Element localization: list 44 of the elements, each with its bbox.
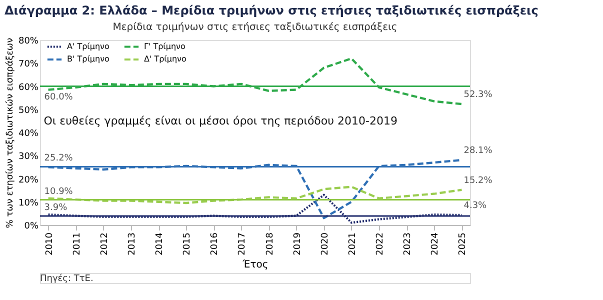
x-tick-label: 2010 bbox=[44, 232, 55, 256]
y-tick-label: 30% bbox=[18, 152, 39, 162]
annotation: 15.2% bbox=[464, 176, 493, 186]
x-tick-label: 2019 bbox=[292, 232, 303, 256]
x-tick-label: 2012 bbox=[100, 232, 110, 256]
ref-line-label: 60.0% bbox=[44, 92, 74, 102]
legend-label: Δ' Τρίμηνο bbox=[144, 54, 187, 64]
x-tick-label: 2020 bbox=[320, 232, 330, 256]
annotation: 4.3% bbox=[464, 201, 488, 212]
ref-line-label: 25.2% bbox=[44, 154, 74, 164]
x-tick-label: 2024 bbox=[430, 232, 441, 256]
annotation: Οι ευθείες γραμμές είναι οι μέσοι όροι της περιόδου 2010-2019 bbox=[44, 114, 398, 128]
line-series bbox=[47, 186, 463, 204]
x-tick-label: 2014 bbox=[155, 232, 166, 256]
x-axis-title: Έτος bbox=[242, 259, 268, 270]
x-tick-label: 2015 bbox=[182, 232, 193, 256]
x-tick-label: 2011 bbox=[72, 232, 82, 256]
y-tick-label: 40% bbox=[18, 129, 39, 139]
y-axis-title: % των ετησίων ταξιδιωτικών εισπράξεων bbox=[4, 38, 16, 228]
x-tick-label: 2021 bbox=[348, 232, 358, 256]
chart-subtitle: Μερίδια τριμήνων στις ετήσιες ταξιδιωτικές εισπράξεις bbox=[112, 22, 398, 33]
y-tick-label: 70% bbox=[18, 60, 39, 70]
chart-title: Διάγραμμα 2: Ελλάδα – Μερίδια τριμήνων στις ετήσιες ταξιδιωτικές εισπράξεις bbox=[4, 4, 538, 18]
y-tick-label: 80% bbox=[18, 36, 39, 46]
x-tick-label: 2013 bbox=[127, 232, 138, 256]
y-tick-label: 50% bbox=[18, 106, 39, 116]
y-tick-label: 20% bbox=[18, 175, 39, 186]
annotation: 52.3% bbox=[464, 90, 493, 100]
y-tick-label: 60% bbox=[18, 82, 39, 93]
x-tick-label: 2023 bbox=[403, 232, 414, 256]
x-tick-label: 2022 bbox=[376, 232, 386, 256]
text: Πηγές: ΤτΕ. bbox=[40, 273, 94, 284]
x-tick-label: 2017 bbox=[238, 232, 248, 256]
legend-label: Γ' Τρίμηνο bbox=[144, 42, 186, 51]
ref-line-label: 10.9% bbox=[44, 186, 74, 197]
y-tick-label: 10% bbox=[18, 198, 39, 208]
x-tick-label: 2025 bbox=[458, 232, 468, 256]
annotation: 28.1% bbox=[464, 146, 493, 156]
legend-label: Α' Τρίμηνο bbox=[67, 42, 110, 51]
x-tick-label: 2016 bbox=[210, 232, 220, 256]
ref-line-label: 3.9% bbox=[44, 202, 68, 213]
y-tick-label: 0% bbox=[24, 222, 39, 232]
x-tick-label: 2018 bbox=[265, 232, 276, 256]
legend-label: Β' Τρίμηνο bbox=[67, 54, 110, 64]
